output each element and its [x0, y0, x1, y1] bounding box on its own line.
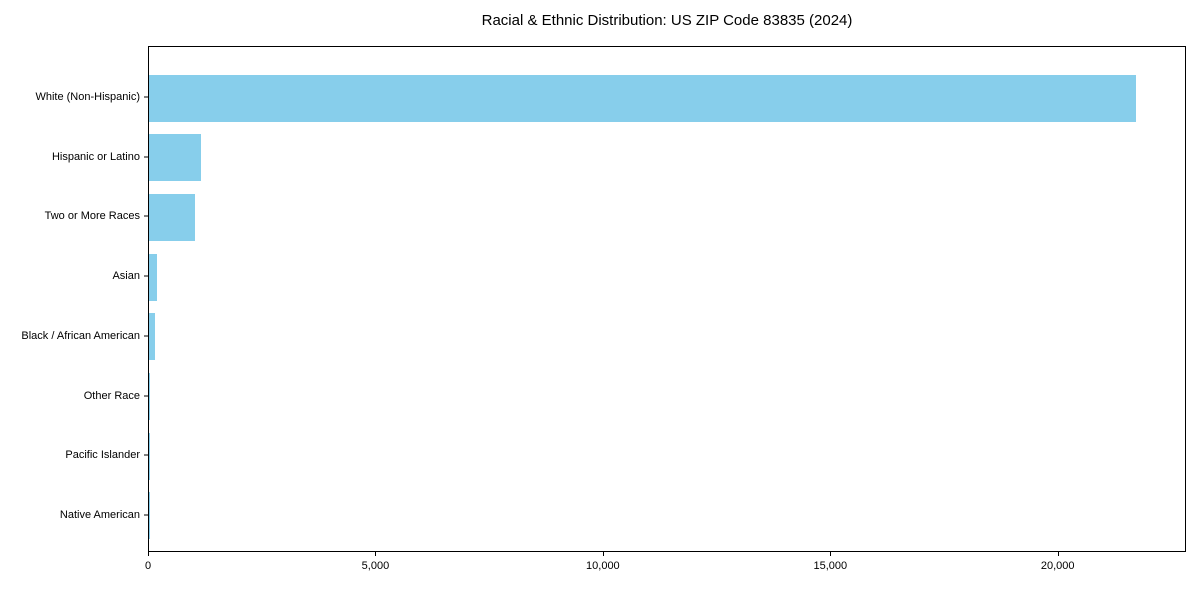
- y-label-two-or-more-races: Two or More Races: [44, 210, 140, 223]
- y-tick-other-race: [144, 395, 148, 396]
- y-label-white-non-hispanic: White (Non-Hispanic): [35, 91, 140, 103]
- x-tick-0: [148, 552, 149, 556]
- y-label-asian: Asian: [112, 270, 140, 283]
- bar-two-or-more-races: [149, 193, 196, 241]
- x-tick-label-5000: 5,000: [361, 560, 390, 572]
- x-tick-5000: [375, 552, 377, 556]
- bar-other-race: [149, 373, 151, 420]
- y-label-native-american: Native American: [59, 508, 140, 521]
- chart-title: Racial & Ethnic Distribution: US ZIP Cod…: [481, 12, 853, 29]
- y-tick-asian: [144, 275, 148, 277]
- y-label-other-race: Other Race: [83, 389, 140, 402]
- x-tick-label-15000: 15,000: [813, 560, 848, 572]
- bars-layer: [149, 47, 1185, 551]
- y-tick-black-african-american: [144, 335, 148, 337]
- x-tick-label-0: 0: [144, 560, 152, 572]
- y-label-black-african-american: Black / African American: [21, 329, 140, 342]
- y-tick-pacific-islander: [144, 454, 148, 456]
- bar-pacific-islander: [149, 432, 150, 480]
- bar-asian: [149, 253, 157, 301]
- x-tick-10000: [602, 552, 604, 556]
- y-tick-white-non-hispanic: [144, 96, 148, 98]
- x-tick-20000: [1057, 552, 1059, 556]
- plot-area: [148, 46, 1186, 552]
- y-label-hispanic-or-latino: Hispanic or Latino: [51, 150, 140, 163]
- y-tick-hispanic-or-latino: [144, 156, 148, 158]
- y-tick-two-or-more-races: [144, 215, 148, 217]
- x-tick-label-20000: 20,000: [1040, 560, 1075, 572]
- y-label-pacific-islander: Pacific Islander: [65, 449, 140, 462]
- y-tick-native-american: [144, 514, 148, 516]
- bar-hispanic-or-latino: [149, 134, 202, 182]
- bar-white-non-hispanic: [149, 74, 1137, 122]
- x-tick-label-10000: 10,000: [586, 560, 620, 572]
- bar-black-african-american: [149, 313, 155, 361]
- x-tick-15000: [830, 552, 832, 556]
